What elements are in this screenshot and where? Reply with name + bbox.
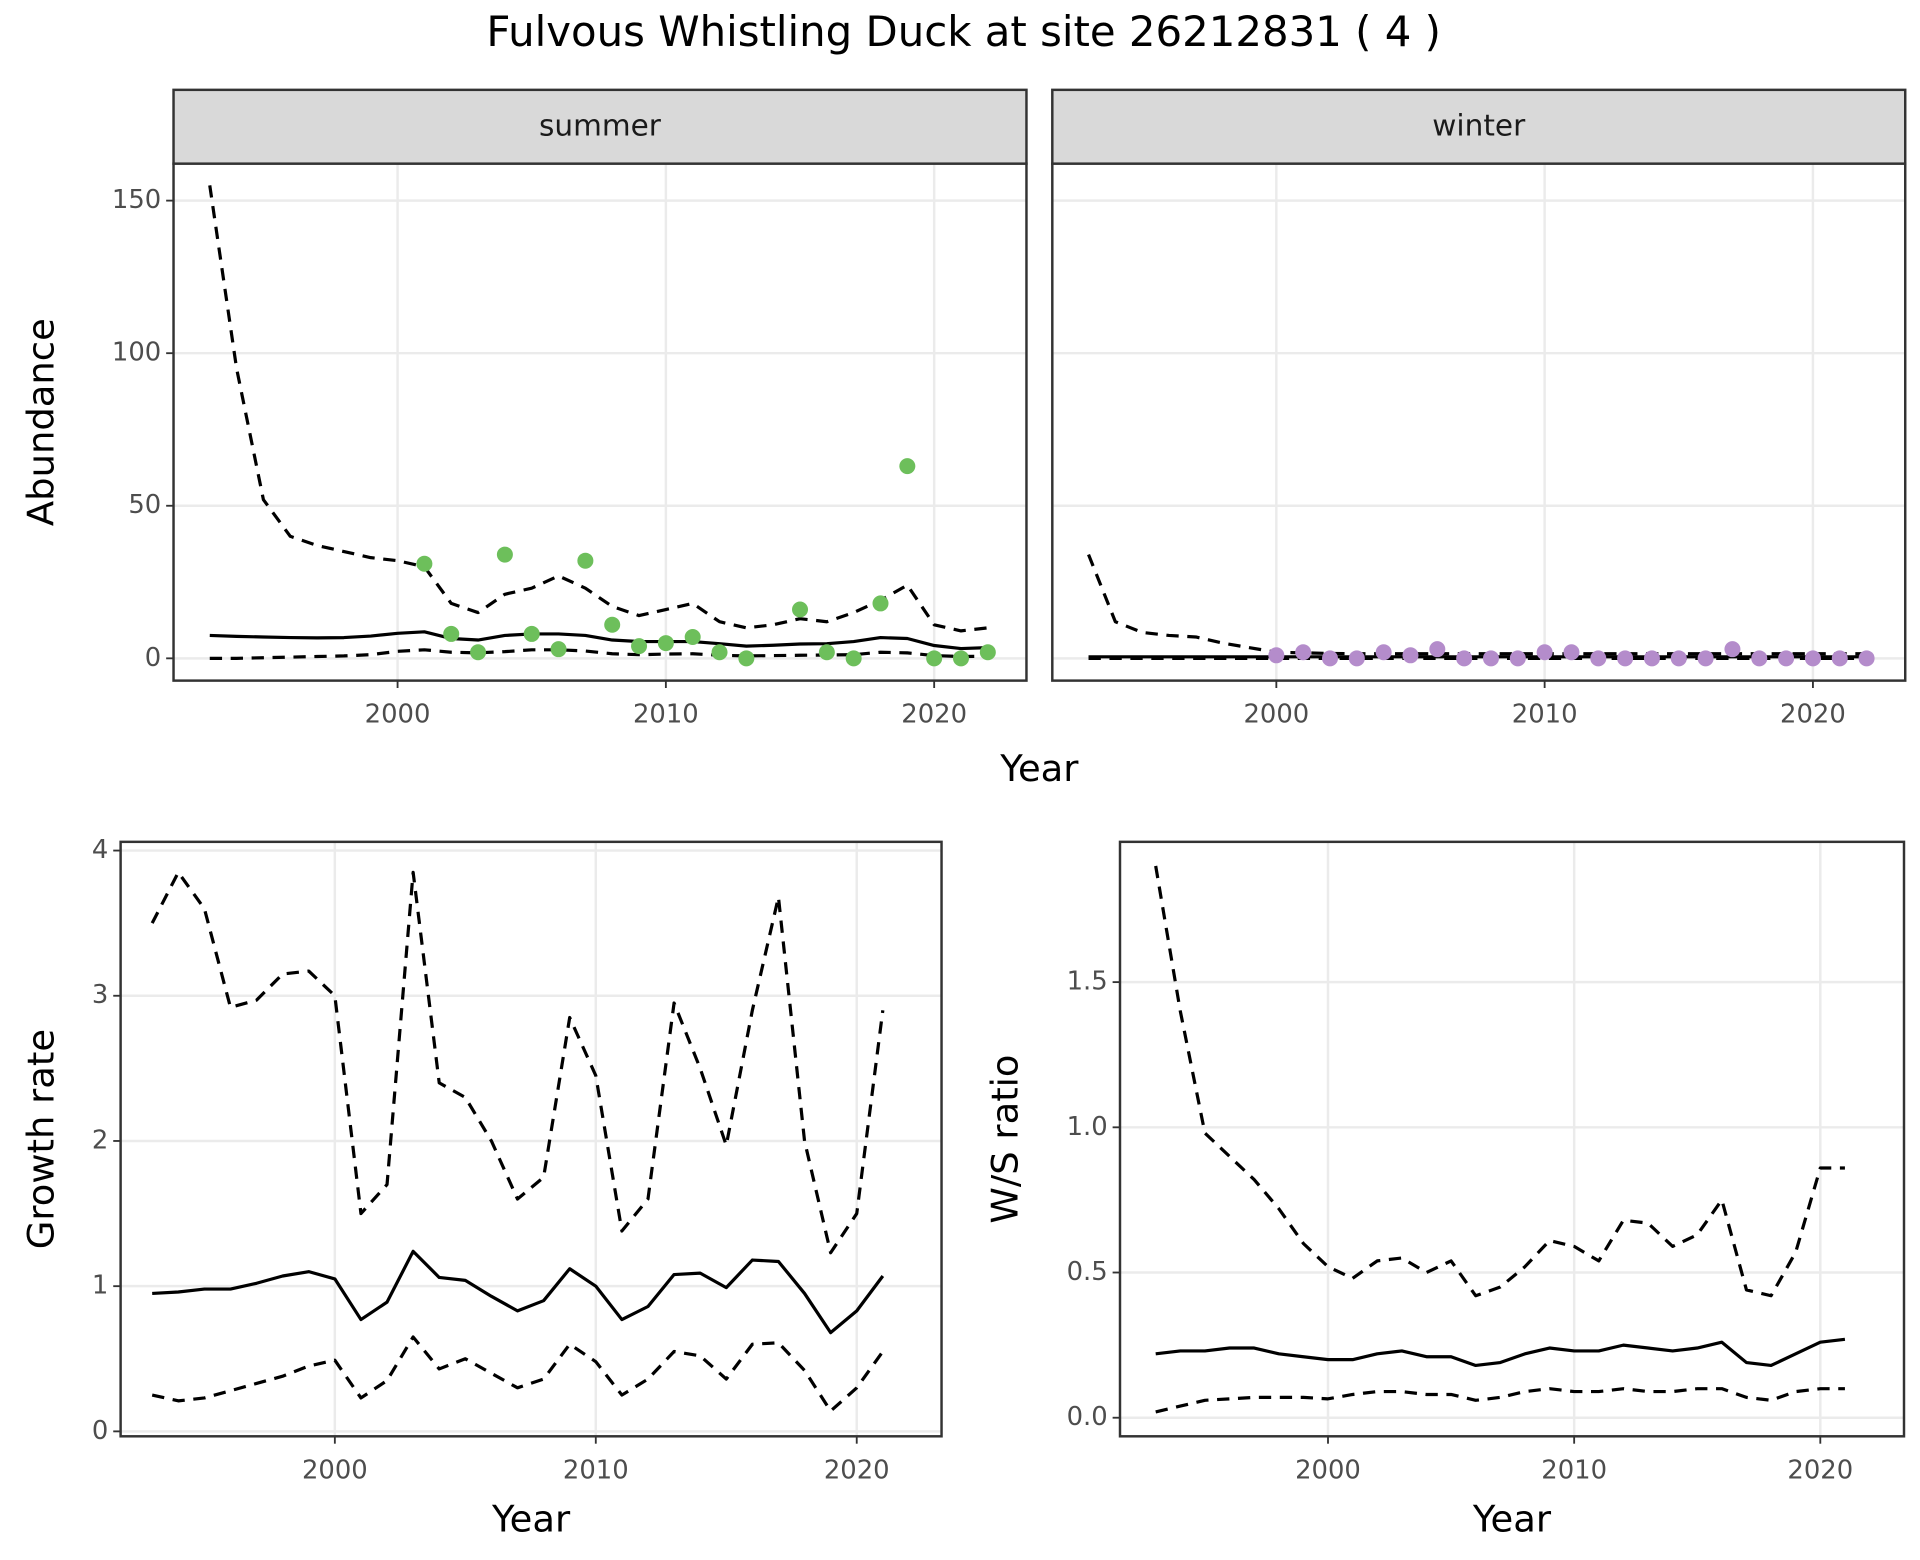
data-point <box>1509 650 1526 667</box>
x-axis-title: Year <box>1472 1498 1552 1541</box>
series-line <box>152 1249 885 1335</box>
strip-label: winter <box>1432 108 1526 142</box>
x-tick-label: 2000 <box>1243 700 1309 730</box>
panel-background <box>1120 841 1904 1437</box>
strip-label: summer <box>539 108 662 142</box>
data-point <box>1482 650 1499 667</box>
data-point <box>1778 650 1795 667</box>
series-line <box>208 185 989 633</box>
data-point <box>657 635 674 652</box>
series-line <box>151 1335 885 1413</box>
y-tick-label: 1.0 <box>1067 1112 1108 1142</box>
panel-border <box>1118 840 1906 1438</box>
data-point <box>496 546 513 563</box>
data-point <box>952 650 969 667</box>
data-point <box>1724 641 1741 658</box>
series-line <box>1155 1387 1845 1414</box>
series-line <box>1154 865 1845 1298</box>
y-tick-label: 4 <box>92 835 108 865</box>
y-tick-label: 100 <box>112 338 161 368</box>
x-tick-label: 2010 <box>1541 1455 1607 1485</box>
data-point <box>818 644 835 661</box>
figure-title: Fulvous Whistling Duck at site 26212831 … <box>486 7 1441 56</box>
data-point <box>899 458 916 475</box>
panel-background <box>173 163 1027 681</box>
y-axis-title: Abundance <box>20 318 63 526</box>
data-point <box>1456 650 1473 667</box>
panel-border <box>119 840 943 1438</box>
strip <box>172 88 1028 165</box>
y-tick-label: 0 <box>145 643 161 673</box>
x-tick-label: 2000 <box>302 1455 368 1485</box>
y-tick-label: 0.5 <box>1067 1257 1108 1287</box>
x-tick-label: 2020 <box>824 1455 890 1485</box>
y-axis-title: Growth rate <box>20 1029 63 1249</box>
y-tick-label: 2 <box>92 1125 108 1155</box>
data-point <box>1402 647 1419 664</box>
data-point <box>1804 650 1821 667</box>
x-tick-label: 2010 <box>1512 700 1578 730</box>
data-point <box>1268 647 1285 664</box>
x-tick-label: 2010 <box>633 700 699 730</box>
panel-border <box>1051 162 1907 682</box>
data-point <box>1348 650 1365 667</box>
data-point <box>577 552 594 569</box>
series-line <box>209 630 988 651</box>
data-point <box>1670 650 1687 667</box>
data-point <box>631 638 648 655</box>
data-point <box>1643 650 1660 667</box>
data-point <box>1375 644 1392 661</box>
data-point <box>1751 650 1768 667</box>
data-point <box>1321 650 1338 667</box>
data-point <box>926 650 943 667</box>
series-line <box>1155 1337 1846 1368</box>
data-point <box>1590 650 1607 667</box>
data-point <box>470 644 487 661</box>
panel-background <box>120 841 942 1437</box>
y-tick-label: 50 <box>128 490 161 520</box>
data-point <box>416 555 433 572</box>
x-axis-title: Year <box>491 1498 571 1541</box>
data-point <box>845 650 862 667</box>
x-axis-title: Year <box>999 747 1079 790</box>
y-tick-label: 1.5 <box>1067 967 1108 997</box>
data-point <box>711 644 728 661</box>
x-tick-label: 2000 <box>1295 1455 1361 1485</box>
data-point <box>443 625 460 642</box>
y-tick-label: 150 <box>112 185 161 215</box>
y-tick-label: 0.0 <box>1067 1402 1108 1432</box>
data-point <box>1858 650 1875 667</box>
panel-background <box>1052 163 1906 681</box>
data-point <box>1697 650 1714 667</box>
data-point <box>979 644 996 661</box>
data-point <box>1831 650 1848 667</box>
data-point <box>1617 650 1634 667</box>
data-point <box>1536 644 1553 661</box>
x-tick-label: 2020 <box>901 700 967 730</box>
x-tick-label: 2020 <box>1780 700 1846 730</box>
x-tick-label: 2010 <box>563 1455 629 1485</box>
data-point <box>872 595 889 612</box>
data-point <box>523 625 540 642</box>
panel-border <box>172 162 1028 682</box>
y-axis-title: W/S ratio <box>983 1054 1026 1223</box>
data-point <box>684 628 701 645</box>
data-point <box>550 641 567 658</box>
series-line <box>150 870 885 1255</box>
data-point <box>1563 644 1580 661</box>
y-tick-label: 3 <box>92 980 108 1010</box>
x-tick-label: 2000 <box>365 700 431 730</box>
data-point <box>738 650 755 667</box>
y-tick-label: 1 <box>92 1271 108 1301</box>
strip <box>1051 88 1907 165</box>
data-point <box>792 601 809 618</box>
x-tick-label: 2020 <box>1787 1455 1853 1485</box>
data-point <box>1429 641 1446 658</box>
data-point <box>604 616 621 633</box>
data-point <box>1295 644 1312 661</box>
y-tick-label: 0 <box>92 1416 108 1446</box>
